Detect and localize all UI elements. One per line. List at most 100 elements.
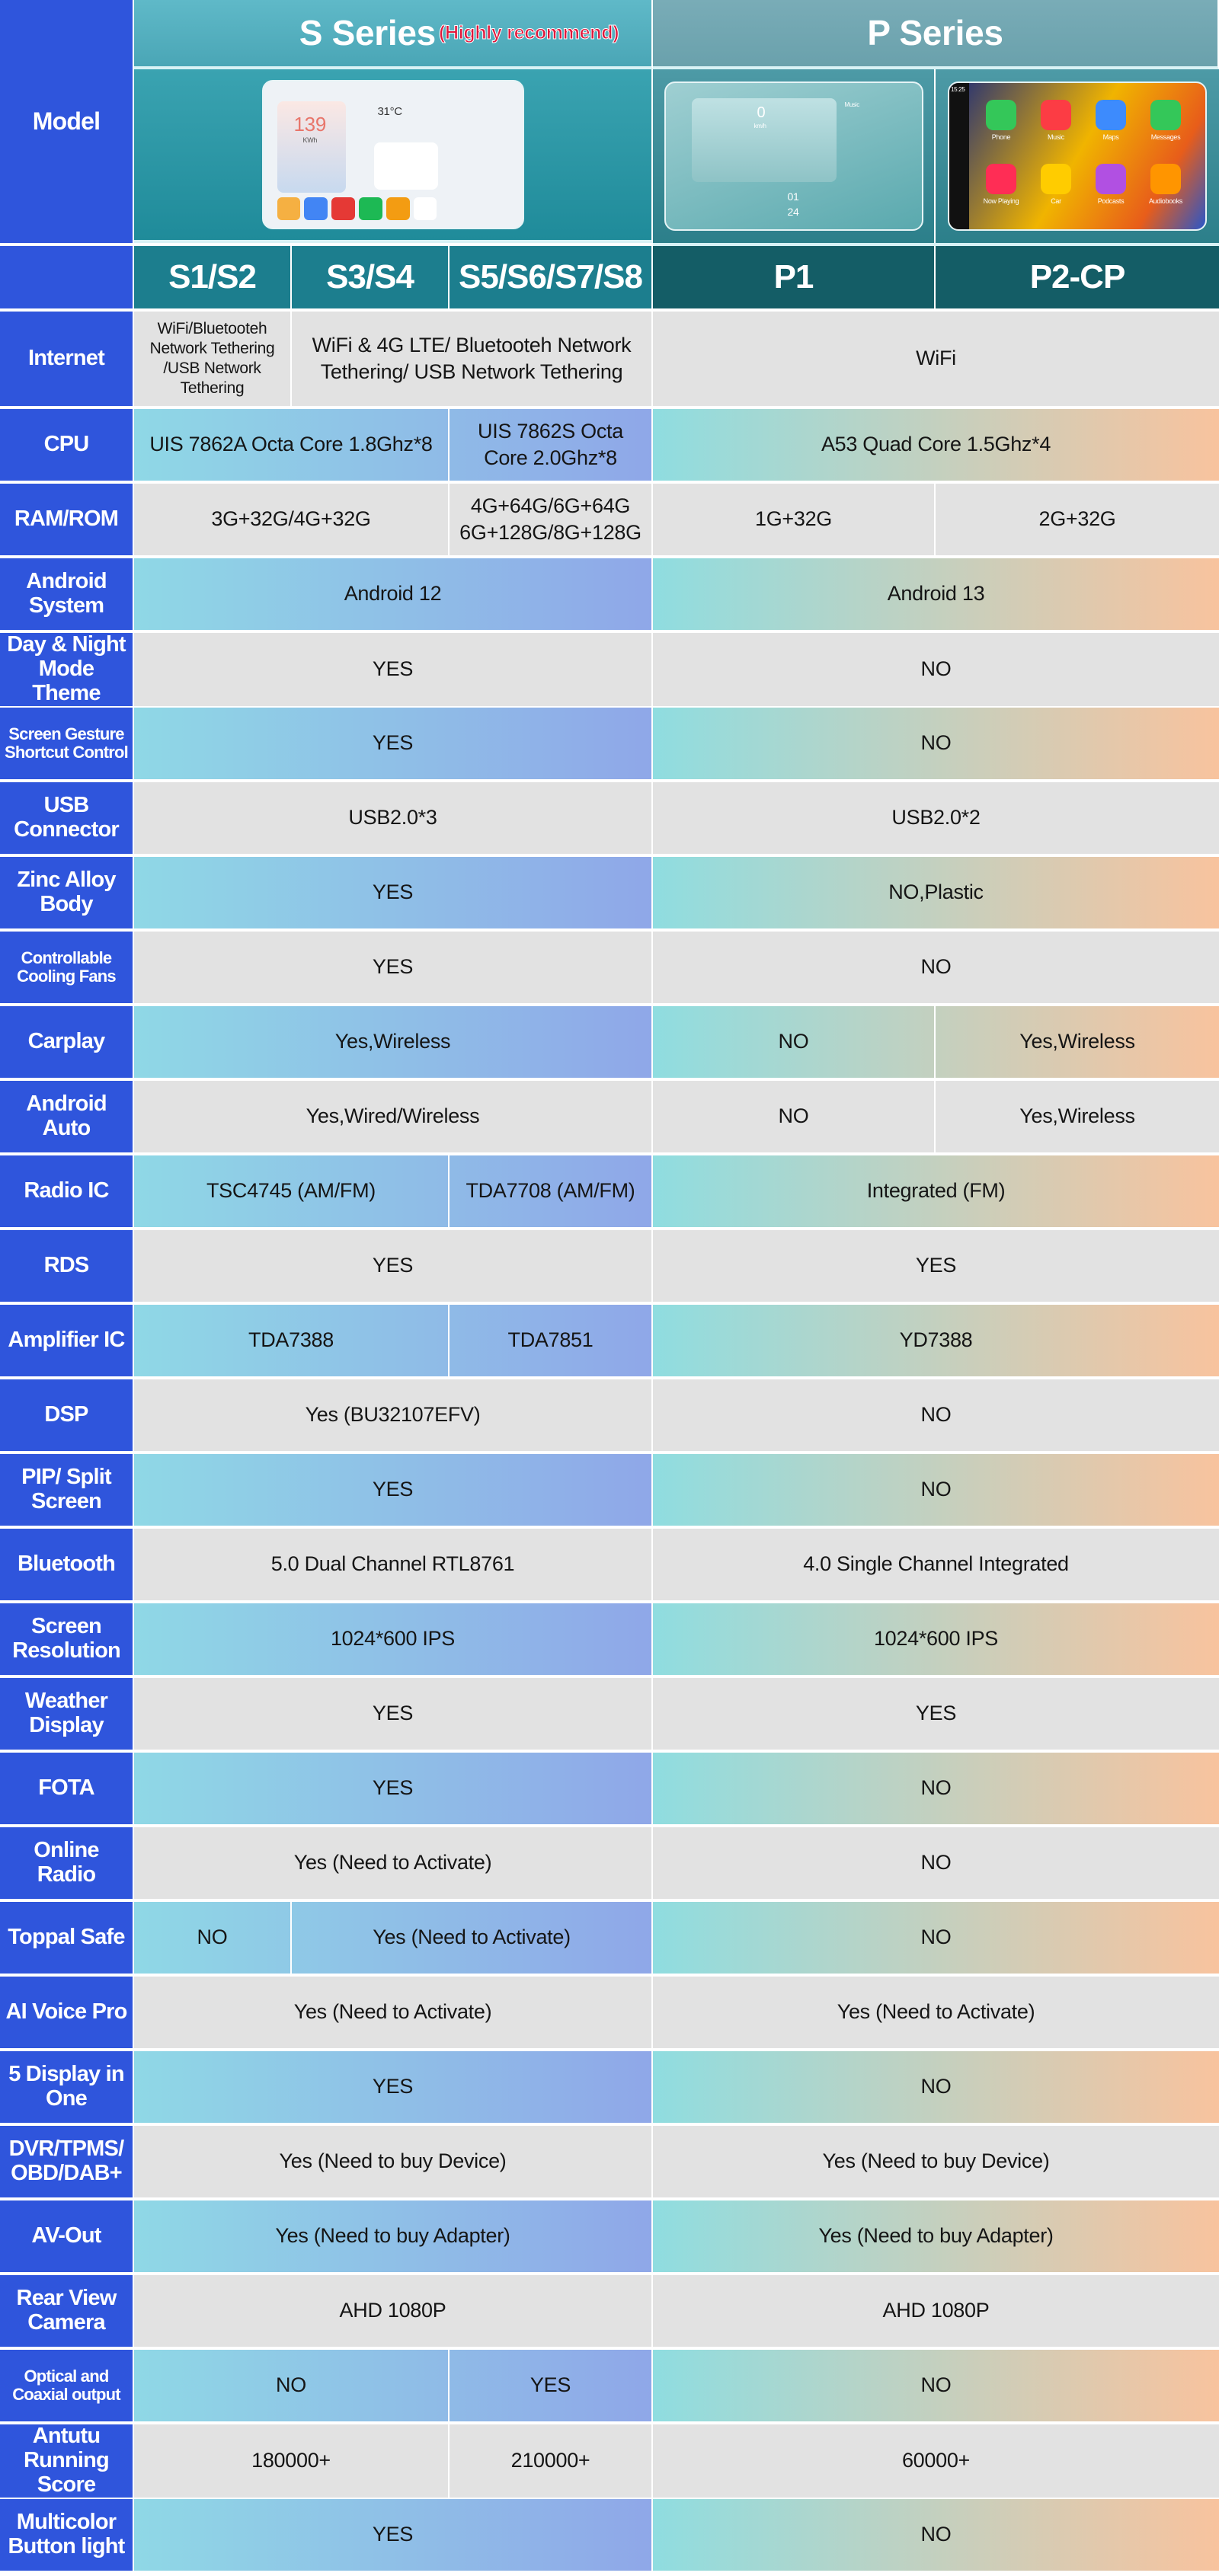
spec-row: FOTA YES NO	[0, 1753, 1219, 1827]
model-name-s3-s4: S3/S4	[292, 246, 450, 308]
row-label: DVR/TPMS/ OBD/DAB+	[0, 2126, 134, 2197]
carplay-app-label: Music	[1047, 133, 1064, 141]
row-label: Screen Resolution	[0, 1603, 134, 1675]
speed-readout: 0	[757, 104, 766, 121]
spec-value: Yes (Need to buy Adapter)	[653, 2200, 1219, 2272]
spec-value: AHD 1080P	[134, 2275, 653, 2347]
spec-value: TDA7388	[134, 1305, 450, 1376]
spec-value: NO	[653, 1379, 1219, 1451]
spec-value: TSC4745 (AM/FM)	[134, 1155, 450, 1227]
row-label: AI Voice Pro	[0, 1977, 134, 2048]
carplay-app-label: Messages	[1150, 133, 1181, 141]
model-label: Model	[0, 0, 134, 246]
row-label: Antutu Running Score	[0, 2424, 134, 2498]
row-label: DSP	[0, 1379, 134, 1451]
carplay-app-icon	[1150, 164, 1181, 194]
spec-value: WiFi & 4G LTE/ Bluetooteh Network Tether…	[292, 312, 653, 406]
spec-row: Screen Resolution 1024*600 IPS 1024*600 IP…	[0, 1603, 1219, 1678]
row-label: 5 Display in One	[0, 2051, 134, 2123]
spec-value: Yes (Need to Activate)	[134, 1827, 653, 1899]
speed-readout: 139	[293, 113, 327, 136]
spec-value: 5.0 Dual Channel RTL8761	[134, 1529, 653, 1600]
spec-value: Yes (Need to Activate)	[134, 1977, 653, 2048]
spec-row: Antutu Running Score 180000+ 210000+ 60000+	[0, 2424, 1219, 2499]
spec-value: Yes,Wired/Wireless	[134, 1081, 653, 1152]
spec-value: 210000+	[450, 2424, 653, 2498]
spec-value: USB2.0*2	[653, 782, 1219, 854]
spec-value: YES	[134, 857, 653, 928]
spec-row: Multicolor Button light YES NO	[0, 2499, 1219, 2574]
music-label: Music	[844, 101, 860, 108]
row-label: FOTA	[0, 1753, 134, 1824]
spec-value: NO	[653, 1902, 1219, 1974]
p1-screen-image: 0 km/h Music 01 24	[664, 81, 923, 231]
spec-value: 4.0 Single Channel Integrated	[653, 1529, 1219, 1600]
spec-row: DSP Yes (BU32107EFV) NO	[0, 1379, 1219, 1454]
spec-value: Yes,Wireless	[134, 1006, 653, 1078]
unit-label: KWh	[302, 136, 318, 144]
spec-row: CPU UIS 7862A Octa Core 1.8Ghz*8 UIS 7862S…	[0, 409, 1219, 484]
spec-row: Amplifier IC TDA7388 TDA7851 YD7388	[0, 1305, 1219, 1379]
spec-row: USB Connector USB2.0*3 USB2.0*2	[0, 782, 1219, 857]
p1-image-cell: 0 km/h Music 01 24	[653, 69, 936, 243]
spec-value: NO	[653, 2499, 1219, 2571]
spec-row: Optical and Coaxial output NO YES NO	[0, 2350, 1219, 2424]
date-readout: 24	[787, 206, 799, 218]
spec-row: Internet WiFi/Bluetooteh Network Tetherin…	[0, 312, 1219, 409]
row-label: Online Radio	[0, 1827, 134, 1899]
spec-value: 3G+32G/4G+32G	[134, 484, 450, 555]
spec-value: Yes (Need to Activate)	[653, 1977, 1219, 2048]
spec-value: 2G+32G	[936, 484, 1219, 555]
model-name-s5-s6-s7-s8: S5/S6/S7/S8	[450, 246, 653, 308]
spec-value: NO	[653, 1827, 1219, 1899]
row-label: Zinc Alloy Body	[0, 857, 134, 928]
model-name-s1-s2: S1/S2	[134, 246, 292, 308]
spec-value: Yes,Wireless	[936, 1081, 1219, 1152]
spec-row: Android System Android 12 Android 13	[0, 558, 1219, 633]
spec-value: UIS 7862S Octa Core 2.0Ghz*8	[450, 409, 653, 481]
spec-row: Controllable Cooling Fans YES NO	[0, 932, 1219, 1006]
spec-value: NO	[653, 2350, 1219, 2421]
carplay-app-icon	[1096, 164, 1126, 194]
spec-value: YES	[450, 2350, 653, 2421]
carplay-app-label: Now Playing	[983, 197, 1019, 205]
spec-row: Screen Gesture Shortcut Control YES NO	[0, 708, 1219, 782]
spec-value: YES	[653, 1230, 1219, 1302]
s-series-image-cell: 139 KWh 31°C	[134, 69, 653, 243]
spec-value: YES	[134, 932, 653, 1003]
spec-value: YES	[134, 2499, 653, 2571]
spec-value: WiFi/Bluetooteh Network Tethering /USB N…	[134, 312, 292, 406]
spec-value: 1G+32G	[653, 484, 936, 555]
carplay-app-label: Car	[1051, 197, 1061, 205]
row-label: Amplifier IC	[0, 1305, 134, 1376]
spec-row: Day & Night Mode Theme YES NO	[0, 632, 1219, 708]
spec-value: NO	[653, 633, 1219, 706]
spec-value: 1024*600 IPS	[653, 1603, 1219, 1675]
carplay-app-label: Audiobooks	[1148, 197, 1183, 205]
s-series-title: S Series	[299, 12, 436, 53]
spec-value: Integrated (FM)	[653, 1155, 1219, 1227]
row-label: Android Auto	[0, 1081, 134, 1152]
row-label: Bluetooth	[0, 1529, 134, 1600]
row-label: RAM/ROM	[0, 484, 134, 555]
spec-value: NO	[653, 1753, 1219, 1824]
spec-value: 60000+	[653, 2424, 1219, 2498]
spec-value: YES	[134, 1230, 653, 1302]
row-label: AV-Out	[0, 2200, 134, 2272]
row-label: Android System	[0, 558, 134, 630]
spec-value: YES	[134, 708, 653, 779]
model-label-spacer	[0, 246, 134, 308]
spec-value: Yes (Need to buy Device)	[653, 2126, 1219, 2197]
spec-row: Radio IC TSC4745 (AM/FM) TDA7708 (AM/FM) In…	[0, 1155, 1219, 1230]
spec-value: NO	[134, 2350, 450, 2421]
carplay-app-icon	[1041, 164, 1071, 194]
spec-value: UIS 7862A Octa Core 1.8Ghz*8	[134, 409, 450, 481]
spec-value: 180000+	[134, 2424, 450, 2498]
spec-row: PIP/ Split Screen YES NO	[0, 1454, 1219, 1529]
row-label: Internet	[0, 312, 134, 406]
row-label: Day & Night Mode Theme	[0, 632, 134, 706]
carplay-app-icon	[1096, 100, 1126, 130]
row-label: CPU	[0, 409, 134, 481]
spec-value: 1024*600 IPS	[134, 1603, 653, 1675]
spec-row: 5 Display in One YES NO	[0, 2051, 1219, 2126]
